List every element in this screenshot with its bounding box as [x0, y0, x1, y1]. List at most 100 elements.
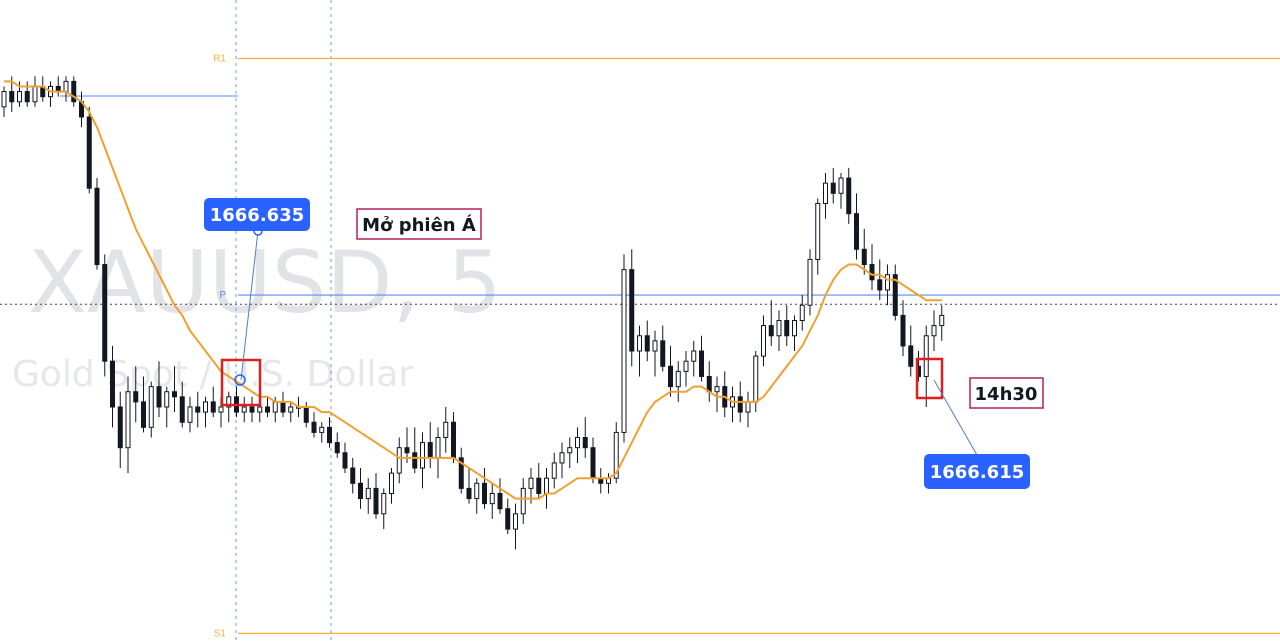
candle-down[interactable]	[451, 421, 456, 459]
candle-down[interactable]	[706, 375, 712, 393]
candle-up[interactable]	[683, 360, 689, 372]
candle-down[interactable]	[86, 116, 92, 189]
callout-left-point[interactable]	[234, 374, 246, 386]
callout-left-box[interactable]	[204, 198, 310, 231]
candle-up[interactable]	[807, 258, 813, 306]
candle-up[interactable]	[489, 492, 495, 505]
moving-average-line[interactable]	[4, 80, 942, 500]
candle-down[interactable]	[427, 442, 433, 459]
candle-up[interactable]	[613, 431, 619, 479]
candle-down[interactable]	[172, 391, 177, 398]
candle-down[interactable]	[668, 365, 673, 388]
candle-down[interactable]	[768, 325, 774, 337]
candle-up[interactable]	[792, 320, 797, 337]
candle-down[interactable]	[505, 508, 511, 530]
candle-up[interactable]	[761, 325, 766, 357]
candle-down[interactable]	[536, 477, 542, 494]
candle-down[interactable]	[311, 421, 317, 433]
candle-up[interactable]	[885, 274, 890, 291]
candle-up[interactable]	[257, 406, 263, 413]
candle-down[interactable]	[110, 360, 115, 408]
candle-up[interactable]	[474, 482, 480, 500]
candle-up[interactable]	[776, 320, 782, 337]
candle-up[interactable]	[148, 386, 154, 428]
candle-up[interactable]	[32, 85, 38, 103]
candle-up[interactable]	[435, 437, 441, 459]
candle-up[interactable]	[203, 401, 208, 413]
candle-up[interactable]	[559, 452, 565, 464]
candle-up[interactable]	[745, 401, 751, 413]
candle-down[interactable]	[892, 274, 898, 316]
candle-up[interactable]	[164, 391, 170, 408]
candle-down[interactable]	[644, 335, 650, 352]
callout-right-box[interactable]	[924, 454, 1030, 489]
candle-down[interactable]	[582, 437, 588, 449]
candle-up[interactable]	[931, 325, 937, 337]
candle-up[interactable]	[838, 177, 844, 194]
candle-up[interactable]	[365, 487, 371, 500]
candle-down[interactable]	[24, 91, 30, 103]
candle-down[interactable]	[141, 401, 146, 428]
candle-down[interactable]	[466, 487, 472, 500]
candle-down[interactable]	[334, 442, 340, 454]
candle-up[interactable]	[288, 406, 294, 413]
candle-down[interactable]	[133, 391, 139, 403]
candle-up[interactable]	[652, 340, 658, 352]
candle-up[interactable]	[753, 355, 759, 403]
candle-up[interactable]	[551, 462, 557, 479]
candle-up[interactable]	[544, 477, 549, 494]
candle-up[interactable]	[1, 91, 7, 108]
candle-up[interactable]	[187, 406, 193, 423]
candle-down[interactable]	[303, 406, 309, 423]
candle-down[interactable]	[908, 345, 914, 367]
candle-down[interactable]	[900, 314, 906, 347]
candle-up[interactable]	[319, 426, 325, 433]
candle-up[interactable]	[226, 396, 232, 408]
candle-down[interactable]	[404, 447, 410, 454]
candle-up[interactable]	[420, 442, 425, 469]
candle-down[interactable]	[737, 396, 743, 413]
session-note-box[interactable]	[356, 208, 482, 240]
candle-down[interactable]	[265, 406, 270, 413]
candle-up[interactable]	[799, 304, 805, 322]
candle-down[interactable]	[830, 182, 836, 194]
candle-down[interactable]	[117, 406, 123, 449]
candle-down[interactable]	[877, 279, 883, 291]
candle-up[interactable]	[575, 437, 580, 449]
candle-up[interactable]	[923, 335, 929, 377]
candle-up[interactable]	[520, 487, 526, 515]
candle-down[interactable]	[179, 396, 185, 423]
candle-up[interactable]	[691, 350, 697, 362]
candle-down[interactable]	[342, 452, 348, 469]
candle-down[interactable]	[497, 492, 503, 510]
candle-down[interactable]	[350, 467, 356, 484]
candle-up[interactable]	[241, 406, 247, 413]
candle-up[interactable]	[381, 492, 387, 515]
candle-down[interactable]	[861, 248, 867, 266]
candle-down[interactable]	[102, 264, 108, 362]
candle-down[interactable]	[71, 80, 77, 103]
candle-down[interactable]	[94, 187, 100, 266]
candle-down[interactable]	[482, 482, 487, 505]
candle-down[interactable]	[280, 401, 286, 413]
candle-up[interactable]	[17, 91, 22, 103]
candle-down[interactable]	[327, 426, 332, 444]
candle-up[interactable]	[218, 406, 224, 413]
candle-up[interactable]	[125, 391, 131, 449]
candle-down[interactable]	[784, 320, 790, 337]
time-note-box[interactable]	[969, 377, 1044, 409]
candle-up[interactable]	[63, 80, 69, 93]
candle-down[interactable]	[660, 340, 666, 367]
candle-up[interactable]	[528, 477, 534, 489]
candle-down[interactable]	[458, 457, 464, 489]
candle-down[interactable]	[412, 452, 418, 469]
candle-up[interactable]	[272, 401, 278, 413]
candle-down[interactable]	[358, 482, 363, 500]
candle-up[interactable]	[675, 370, 681, 388]
candle-up[interactable]	[823, 182, 828, 204]
candle-down[interactable]	[590, 447, 596, 479]
candle-down[interactable]	[699, 350, 704, 377]
candle-up[interactable]	[637, 335, 642, 352]
